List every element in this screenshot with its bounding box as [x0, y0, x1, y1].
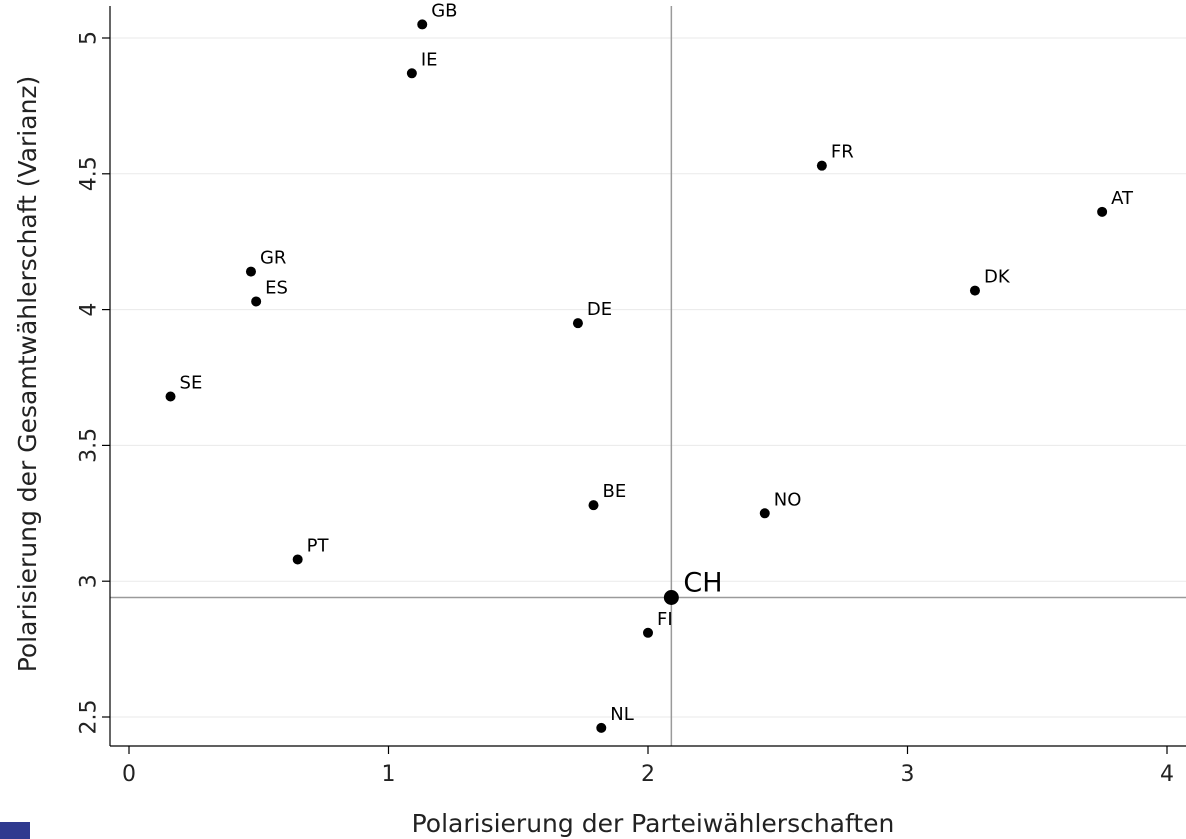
data-point-fr: [816, 160, 827, 171]
x-tick-label: 3: [901, 762, 915, 787]
y-tick-label: 4.5: [77, 156, 102, 191]
data-label-ch: CH: [683, 567, 722, 598]
y-tick-label: 3.5: [77, 428, 102, 463]
data-label-ie: IE: [421, 49, 438, 70]
data-point-de: [572, 318, 583, 329]
reference-lines: [110, 6, 1186, 746]
y-tick-label: 2.5: [77, 700, 102, 735]
data-point-ch: [663, 589, 679, 605]
data-point-be: [588, 500, 599, 511]
y-tick-label: 5: [77, 31, 102, 45]
data-point-nl: [596, 722, 607, 733]
data-label-gr: GR: [260, 248, 286, 269]
data-point-gr: [245, 266, 256, 277]
data-point-es: [251, 296, 262, 307]
data-label-pt: PT: [307, 535, 330, 556]
data-label-fr: FR: [831, 142, 854, 163]
logo-fragment: [0, 822, 30, 839]
data-point-dk: [969, 285, 980, 296]
data-label-be: BE: [603, 481, 627, 502]
data-point-ie: [406, 68, 417, 79]
data-points: GB IE FR AT GR ES DK DE SE BE NO PT CH FI NL: [165, 0, 1134, 733]
data-point-pt: [292, 554, 303, 565]
data-label-de: DE: [587, 299, 612, 320]
x-tick-label: 1: [382, 762, 396, 787]
x-tick-label: 2: [641, 762, 655, 787]
data-point-fi: [643, 627, 653, 638]
data-point-at: [1097, 206, 1108, 217]
data-label-se: SE: [180, 373, 203, 394]
y-axis-title: Polarisierung der Gesamtwählerschaft (Va…: [13, 76, 42, 673]
axes: 2.5 3 3.5 4 4.5 5 0 1 2 3 4: [77, 6, 1186, 787]
x-tick-label: 0: [122, 762, 136, 787]
data-label-dk: DK: [984, 267, 1011, 288]
data-point-se: [165, 391, 176, 402]
data-label-es: ES: [265, 277, 288, 298]
data-point-gb: [417, 19, 428, 30]
data-label-nl: NL: [610, 704, 634, 725]
data-label-gb: GB: [431, 0, 457, 21]
x-axis-title: Polarisierung der Parteiwählerschaften: [412, 809, 895, 838]
grid-lines: [110, 37, 1186, 718]
data-label-at: AT: [1111, 188, 1134, 209]
data-point-no: [759, 508, 770, 519]
data-label-fi: FI: [657, 609, 673, 630]
x-tick-label: 4: [1160, 762, 1174, 787]
data-label-no: NO: [774, 489, 802, 510]
y-tick-label: 4: [77, 303, 102, 317]
y-tick-label: 3: [77, 574, 102, 588]
